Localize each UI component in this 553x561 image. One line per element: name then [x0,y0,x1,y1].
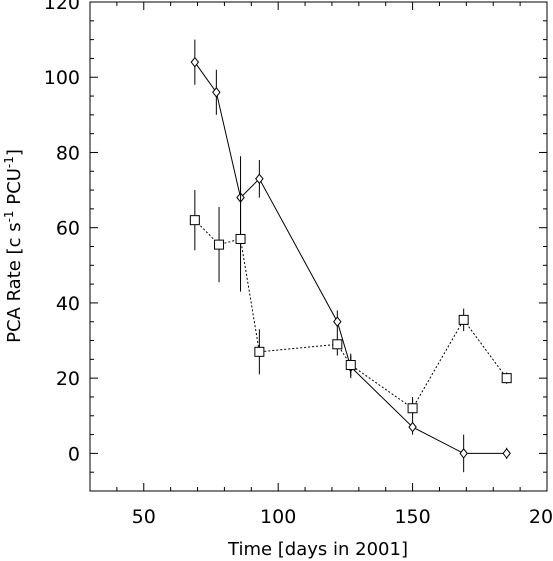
y-axis-label-sup-2: -1 [2,156,16,168]
x-axis-label: Time [days in 2001] [227,539,408,560]
diamond-marker [333,316,342,328]
axis-ticks [89,1,548,492]
y-tick-label: 20 [56,368,80,390]
series-line [194,61,507,454]
x-tick-label: 200 [529,506,553,528]
square-marker [254,346,265,357]
y-tick-label: 60 [56,218,80,240]
diamond-marker [459,448,468,459]
series-1 [190,39,511,473]
y-tick-label: 0 [68,443,80,465]
square-marker [501,373,512,384]
y-axis-label: PCA Rate [c s-1 PCU-1] [2,149,25,343]
y-axis-label-sup-1: -1 [2,210,16,222]
diamond-marker [502,448,511,459]
tick-labels: 50 100 150 200 0 20 40 60 80 100 120 [44,0,553,528]
y-tick-label: 120 [44,0,80,14]
series-layer [189,39,512,473]
diamond-marker [190,56,200,68]
square-marker [458,314,469,325]
y-axis-label-part-2: PCU [4,168,25,210]
series-2 [189,186,512,420]
square-marker [189,215,200,226]
y-tick-label: 80 [56,142,80,164]
y-axis-label-part-3: ] [4,149,25,156]
diamond-marker [408,421,417,433]
square-marker [332,339,343,350]
y-tick-label: 40 [56,293,80,315]
diamond-marker [255,173,264,185]
series-line [194,219,508,409]
x-tick-label: 100 [260,506,296,528]
diamond-marker [212,86,221,98]
square-marker [214,239,225,250]
square-marker [345,359,356,370]
y-axis-label-part-1: PCA Rate [c s [4,222,25,342]
x-tick-label: 50 [132,506,156,528]
plot-frame [89,1,548,492]
square-marker [235,233,246,244]
x-tick-label: 150 [394,506,430,528]
y-tick-label: 100 [44,67,80,89]
square-marker [407,403,418,414]
